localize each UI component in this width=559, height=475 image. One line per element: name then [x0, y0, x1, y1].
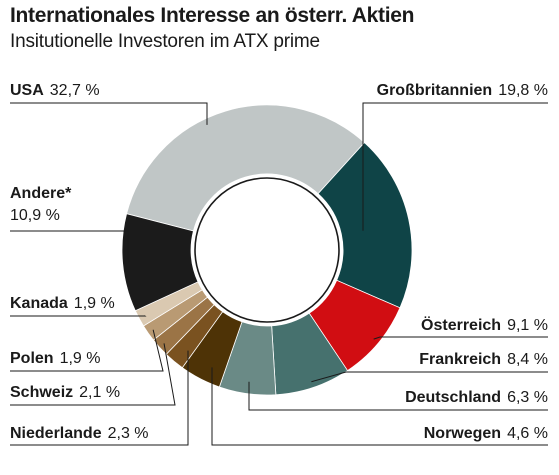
label-value-frankreich: 8,4 % — [507, 351, 548, 368]
donut-slices — [121, 104, 413, 396]
label-polen: Polen 1,9 % — [10, 350, 100, 367]
label-großbritannien: Großbritannien 19,8 % — [377, 82, 548, 99]
donut-hole — [191, 174, 343, 326]
leader-line-norwegen — [211, 367, 548, 446]
label-name-polen: Polen — [10, 350, 54, 367]
label-value-andere: 10,9 % — [10, 207, 60, 224]
donut-inner-ring — [194, 177, 340, 323]
label-value-österreich: 9,1 % — [507, 317, 548, 334]
label-schweiz: Schweiz 2,1 % — [10, 384, 120, 401]
slice-labels: USA 32,7 % Großbritannien 19,8 % Österreich 9… — [10, 82, 548, 442]
leader-line-andere — [10, 230, 130, 263]
label-name-schweiz: Schweiz — [10, 384, 73, 401]
label-deutschland: Deutschland 6,3 % — [405, 389, 548, 406]
label-name-usa: USA — [10, 82, 44, 99]
label-name-deutschland: Deutschland — [405, 389, 501, 406]
label-name-frankreich: Frankreich — [419, 351, 501, 368]
label-name-kanada: Kanada — [10, 295, 68, 312]
label-name-niederlande: Niederlande — [10, 425, 102, 442]
leader-line-polen — [10, 329, 164, 372]
label-name-großbritannien: Großbritannien — [377, 82, 493, 99]
leader-lines — [10, 102, 548, 446]
label-value-usa: 32,7 % — [50, 82, 100, 99]
label-usa: USA 32,7 % — [10, 82, 100, 99]
label-frankreich: Frankreich 8,4 % — [419, 351, 548, 368]
label-value-deutschland: 6,3 % — [507, 389, 548, 406]
label-name-österreich: Österreich — [421, 315, 501, 334]
label-norwegen: Norwegen 4,6 % — [424, 425, 548, 442]
leader-line-schweiz — [10, 343, 176, 406]
label-value-kanada: 1,9 % — [74, 295, 115, 312]
label-value-niederlande: 2,3 % — [108, 425, 149, 442]
label-österreich: Österreich 9,1 % — [421, 315, 548, 334]
label-value-norwegen: 4,6 % — [507, 425, 548, 442]
label-value-großbritannien: 19,8 % — [498, 82, 548, 99]
label-value-polen: 1,9 % — [60, 350, 101, 367]
label-andere: Andere* 10,9 % — [10, 185, 72, 224]
label-name-andere: Andere* — [10, 185, 72, 202]
chart-subtitle: Insitutionelle Investoren im ATX prime — [10, 31, 320, 52]
leader-line-österreich — [373, 336, 548, 340]
label-niederlande: Niederlande 2,3 % — [10, 425, 149, 442]
label-kanada: Kanada 1,9 % — [10, 295, 115, 312]
label-value-schweiz: 2,1 % — [79, 384, 120, 401]
leader-line-deutschland — [248, 381, 548, 411]
leader-line-großbritannien — [362, 102, 548, 231]
leader-line-frankreich — [311, 371, 548, 383]
leader-line-usa — [10, 102, 208, 125]
chart-title: Internationales Interesse an österr. Akt… — [10, 4, 415, 27]
label-name-norwegen: Norwegen — [424, 425, 501, 442]
leader-line-niederlande — [10, 350, 189, 446]
